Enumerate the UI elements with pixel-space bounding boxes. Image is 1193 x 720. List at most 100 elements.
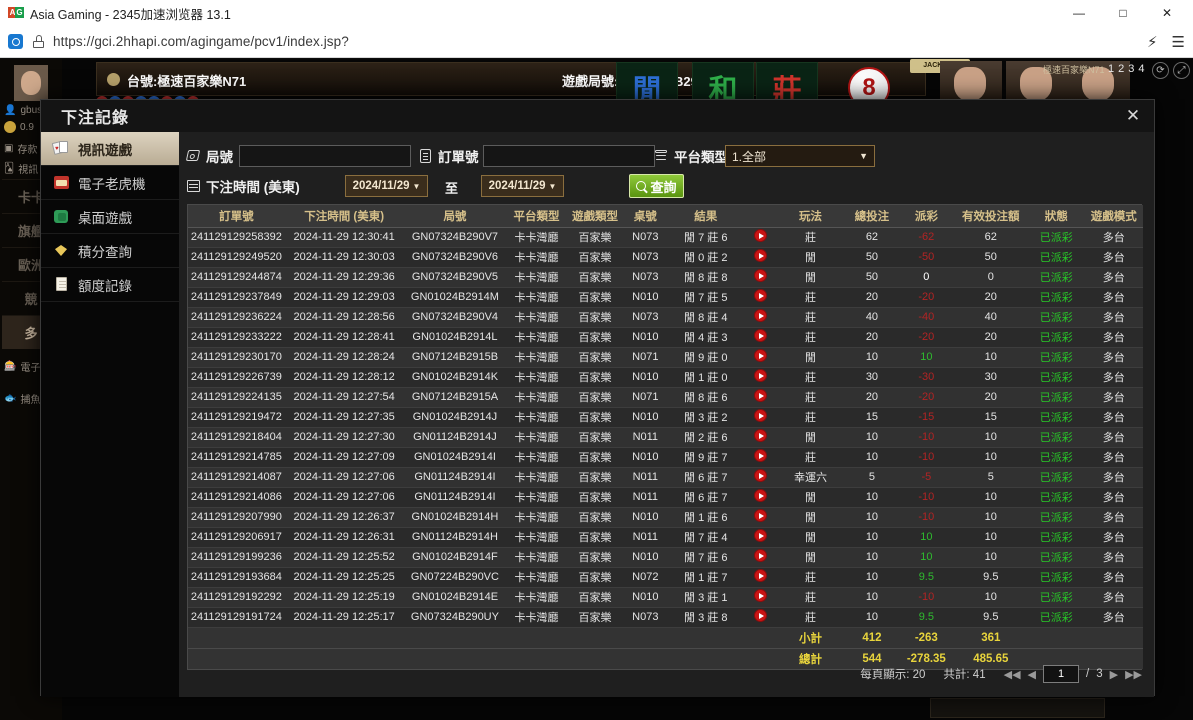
sidebar-item-flagship[interactable]: 旗艦 xyxy=(2,213,60,247)
minimize-button[interactable]: — xyxy=(1073,6,1085,20)
table-row[interactable]: 241129129206917 2024-11-29 12:26:31 GN0112… xyxy=(188,527,1143,548)
first-page-button[interactable]: ◀◀ xyxy=(1003,668,1021,681)
play-icon[interactable] xyxy=(753,509,767,522)
sidebar-fish-row[interactable]: 🐟 捕魚 xyxy=(4,391,40,406)
play-icon[interactable] xyxy=(753,229,767,242)
sidebar-deposit-row[interactable]: ▣ 存款 xyxy=(4,141,37,156)
replay-cell[interactable] xyxy=(744,447,777,468)
play-icon[interactable] xyxy=(753,609,767,622)
play-icon[interactable] xyxy=(753,549,767,562)
sidebar-slot-row[interactable]: 🎰 電子 xyxy=(4,359,40,374)
play-icon[interactable] xyxy=(753,349,767,362)
table-row[interactable]: 241129129249520 2024-11-29 12:30:03 GN0732… xyxy=(188,247,1143,268)
round-input[interactable] xyxy=(239,145,411,167)
table-row[interactable]: 241129129214785 2024-11-29 12:27:09 GN0102… xyxy=(188,447,1143,468)
col-result[interactable]: 結果 xyxy=(667,205,745,228)
play-icon[interactable] xyxy=(753,569,767,582)
replay-cell[interactable] xyxy=(744,287,777,308)
col-valid-bet[interactable]: 有效投注額 xyxy=(953,205,1029,228)
replay-cell[interactable] xyxy=(744,267,777,288)
page-number-input[interactable]: 1 xyxy=(1043,665,1079,683)
last-page-button[interactable]: ▶▶ xyxy=(1125,668,1142,681)
table-row[interactable]: 241129129236224 2024-11-29 12:28:56 GN0732… xyxy=(188,307,1143,328)
play-icon[interactable] xyxy=(753,449,767,462)
table-row[interactable]: 241129129233222 2024-11-29 12:28:41 GN0102… xyxy=(188,327,1143,348)
date-from-picker[interactable]: 2024/11/29 ▼ xyxy=(345,175,428,197)
table-number-set[interactable]: 1234 xyxy=(1108,63,1149,75)
expand-icon[interactable]: ⤢ xyxy=(1173,62,1190,79)
replay-cell[interactable] xyxy=(744,507,777,528)
col-gametype[interactable]: 遊戲類型 xyxy=(566,205,624,228)
replay-cell[interactable] xyxy=(744,247,777,268)
play-icon[interactable] xyxy=(753,269,767,282)
table-row[interactable]: 241129129192292 2024-11-29 12:25:19 GN0102… xyxy=(188,587,1143,608)
nav-item-video-games[interactable]: ♥ 視訊遊戲 xyxy=(41,132,188,166)
table-row[interactable]: 241129129214087 2024-11-29 12:27:06 GN0112… xyxy=(188,467,1143,488)
table-row[interactable]: 241129129207990 2024-11-29 12:26:37 GN0102… xyxy=(188,507,1143,528)
replay-cell[interactable] xyxy=(744,407,777,428)
col-status[interactable]: 狀態 xyxy=(1028,205,1085,228)
replay-cell[interactable] xyxy=(744,367,777,388)
order-input[interactable] xyxy=(483,145,655,167)
play-icon[interactable] xyxy=(753,429,767,442)
replay-cell[interactable] xyxy=(744,387,777,408)
play-icon[interactable] xyxy=(753,369,767,382)
play-icon[interactable] xyxy=(753,289,767,302)
play-icon[interactable] xyxy=(753,589,767,602)
nav-item-points-query[interactable]: 積分查詢 xyxy=(41,234,179,268)
replay-cell[interactable] xyxy=(744,567,777,588)
col-payout[interactable]: 派彩 xyxy=(899,205,954,228)
sidebar-item-europe[interactable]: 歐洲 xyxy=(2,247,60,281)
col-mode[interactable]: 遊戲模式 xyxy=(1084,205,1143,228)
replay-cell[interactable] xyxy=(744,227,777,248)
table-row[interactable]: 241129129199236 2024-11-29 12:25:52 GN0102… xyxy=(188,547,1143,568)
col-table[interactable]: 桌號 xyxy=(623,205,668,228)
table-row[interactable]: 241129129214086 2024-11-29 12:27:06 GN0112… xyxy=(188,487,1143,508)
lightning-icon[interactable]: ⚡ xyxy=(1147,33,1158,51)
replay-cell[interactable] xyxy=(744,607,777,628)
replay-cell[interactable] xyxy=(744,527,777,548)
table-row[interactable]: 241129129244874 2024-11-29 12:29:36 GN0732… xyxy=(188,267,1143,288)
col-time[interactable]: 下注時間 (美東) xyxy=(284,205,404,228)
refresh-icon[interactable]: ⟳ xyxy=(1152,62,1169,79)
address-bar-url[interactable]: https://gci.2hhapi.com/agingame/pcv1/ind… xyxy=(53,34,349,49)
replay-cell[interactable] xyxy=(744,327,777,348)
dialog-close-button[interactable]: ✕ xyxy=(1125,106,1141,125)
table-row[interactable]: 241129129230170 2024-11-29 12:28:24 GN0712… xyxy=(188,347,1143,368)
nav-item-credit-record[interactable]: 額度記錄 xyxy=(41,268,179,302)
nav-item-slots[interactable]: 電子老虎機 xyxy=(41,166,179,200)
play-icon[interactable] xyxy=(753,329,767,342)
nav-item-table-games[interactable]: 桌面遊戲 xyxy=(41,200,179,234)
col-bet[interactable]: 總投注 xyxy=(844,205,900,228)
table-row[interactable]: 241129129191724 2024-11-29 12:25:17 GN0732… xyxy=(188,607,1143,628)
prev-page-button[interactable]: ◀ xyxy=(1027,668,1036,681)
date-to-picker[interactable]: 2024/11/29 ▼ xyxy=(481,175,564,197)
table-row[interactable]: 241129129258392 2024-11-29 12:30:41 GN0732… xyxy=(188,227,1143,248)
replay-cell[interactable] xyxy=(744,307,777,328)
replay-cell[interactable] xyxy=(744,427,777,448)
play-icon[interactable] xyxy=(753,469,767,482)
play-icon[interactable] xyxy=(753,389,767,402)
play-icon[interactable] xyxy=(753,409,767,422)
play-icon[interactable] xyxy=(753,529,767,542)
table-row[interactable]: 241129129237849 2024-11-29 12:29:03 GN0102… xyxy=(188,287,1143,308)
search-button[interactable]: 查詢 xyxy=(629,174,684,198)
sidebar-video-row[interactable]: 🂡 視訊 xyxy=(4,161,38,176)
security-shield-icon[interactable] xyxy=(8,34,23,49)
sidebar-item-kaka[interactable]: 卡卡 xyxy=(2,179,60,213)
replay-cell[interactable] xyxy=(744,467,777,488)
platform-select[interactable]: 1.全部 ▼ xyxy=(725,145,875,167)
window-close-button[interactable]: ✕ xyxy=(1161,6,1173,20)
sidebar-item-compete[interactable]: 競 xyxy=(2,281,60,315)
maximize-button[interactable]: □ xyxy=(1119,6,1127,20)
table-row[interactable]: 241129129226739 2024-11-29 12:28:12 GN0102… xyxy=(188,367,1143,388)
next-page-button[interactable]: ▶ xyxy=(1109,668,1119,681)
col-play[interactable]: 玩法 xyxy=(776,205,845,228)
chat-input[interactable] xyxy=(930,698,1105,718)
replay-cell[interactable] xyxy=(744,547,777,568)
replay-cell[interactable] xyxy=(744,347,777,368)
replay-cell[interactable] xyxy=(744,487,777,508)
play-icon[interactable] xyxy=(753,309,767,322)
col-order[interactable]: 訂單號 xyxy=(188,205,285,228)
col-platform[interactable]: 平台類型 xyxy=(506,205,567,228)
